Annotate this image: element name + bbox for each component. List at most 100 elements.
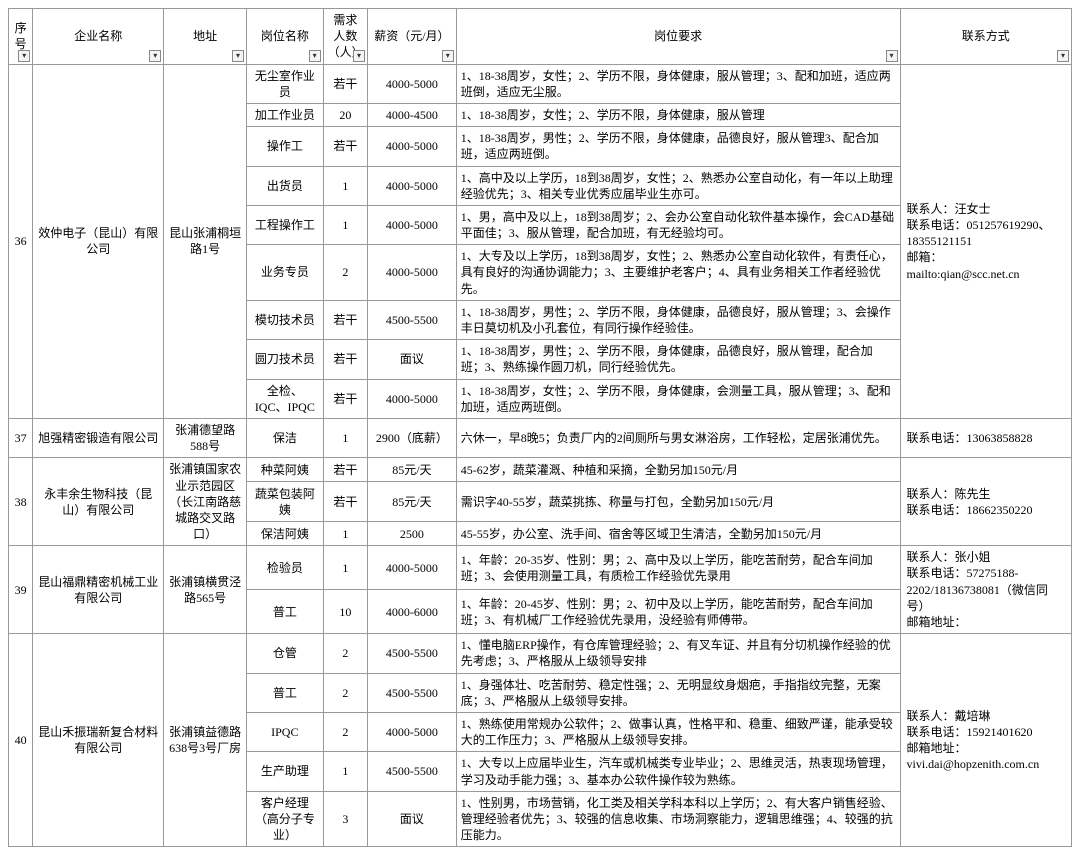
address-cell: 张浦镇国家农业示范园区（长江南路慈城路交叉路口） xyxy=(164,458,247,546)
count-cell: 1 xyxy=(323,522,367,546)
seq-cell: 40 xyxy=(9,634,33,847)
seq-cell: 36 xyxy=(9,64,33,418)
position-cell: IPQC xyxy=(247,712,324,751)
position-cell: 出货员 xyxy=(247,166,324,205)
salary-cell: 4000-5000 xyxy=(368,712,457,751)
company-cell: 昆山禾振瑞新复合材料有限公司 xyxy=(33,634,164,847)
table-row: 38永丰余生物科技（昆山）有限公司张浦镇国家农业示范园区（长江南路慈城路交叉路口… xyxy=(9,458,1072,482)
header-seq[interactable]: 序号▾ xyxy=(9,9,33,65)
company-cell: 昆山福鼎精密机械工业有限公司 xyxy=(33,546,164,634)
address-cell: 张浦德望路588号 xyxy=(164,418,247,457)
salary-cell: 4000-6000 xyxy=(368,590,457,634)
position-cell: 无尘室作业员 xyxy=(247,64,324,103)
salary-cell: 2900（底薪） xyxy=(368,418,457,457)
count-cell: 1 xyxy=(323,752,367,791)
position-cell: 检验员 xyxy=(247,546,324,590)
salary-cell: 4000-5000 xyxy=(368,379,457,418)
requirement-cell: 1、身强体壮、吃苦耐劳、稳定性强；2、无明显纹身烟疤，手指指纹完整，无案底；3、… xyxy=(456,673,900,712)
position-cell: 操作工 xyxy=(247,127,324,166)
requirement-cell: 1、18-38周岁，男性；2、学历不限，身体健康，品德良好，服从管理3、配合加班… xyxy=(456,127,900,166)
salary-cell: 4000-5000 xyxy=(368,245,457,301)
count-cell: 若干 xyxy=(323,300,367,339)
requirement-cell: 1、年龄：20-45岁、性别：男；2、初中及以上学历，能吃苦耐劳，配合车间加班；… xyxy=(456,590,900,634)
position-cell: 种菜阿姨 xyxy=(247,458,324,482)
position-cell: 普工 xyxy=(247,590,324,634)
position-cell: 圆刀技术员 xyxy=(247,340,324,379)
position-cell: 仓管 xyxy=(247,634,324,673)
filter-dropdown-icon[interactable]: ▾ xyxy=(309,50,321,62)
salary-cell: 4000-4500 xyxy=(368,103,457,126)
requirement-cell: 1、18-38周岁，女性；2、学历不限，身体健康，服从管理；3、配和加班，适应两… xyxy=(456,64,900,103)
seq-cell: 39 xyxy=(9,546,33,634)
filter-dropdown-icon[interactable]: ▾ xyxy=(1057,50,1069,62)
count-cell: 2 xyxy=(323,634,367,673)
filter-dropdown-icon[interactable]: ▾ xyxy=(149,50,161,62)
header-position[interactable]: 岗位名称▾ xyxy=(247,9,324,65)
filter-dropdown-icon[interactable]: ▾ xyxy=(18,50,30,62)
header-contact[interactable]: 联系方式▾ xyxy=(900,9,1071,65)
salary-cell: 4000-5000 xyxy=(368,127,457,166)
requirement-cell: 六休一，早8晚5；负责厂内的2间厕所与男女淋浴房，工作轻松，定居张浦优先。 xyxy=(456,418,900,457)
count-cell: 1 xyxy=(323,205,367,244)
address-cell: 张浦镇横贯泾路565号 xyxy=(164,546,247,634)
position-cell: 全检、IQC、IPQC xyxy=(247,379,324,418)
seq-cell: 37 xyxy=(9,418,33,457)
contact-cell: 联系人：陈先生 联系电话：18662350220 xyxy=(900,458,1071,546)
position-cell: 蔬菜包装阿姨 xyxy=(247,482,324,522)
header-company[interactable]: 企业名称▾ xyxy=(33,9,164,65)
requirement-cell: 1、男，高中及以上，18到38周岁；2、会办公室自动化软件基本操作，会CAD基础… xyxy=(456,205,900,244)
salary-cell: 4500-5500 xyxy=(368,634,457,673)
table-row: 39昆山福鼎精密机械工业有限公司张浦镇横贯泾路565号检验员14000-5000… xyxy=(9,546,1072,590)
table-row: 37旭强精密锻造有限公司张浦德望路588号保洁12900（底薪）六休一，早8晚5… xyxy=(9,418,1072,457)
salary-cell: 4000-5000 xyxy=(368,64,457,103)
header-row: 序号▾ 企业名称▾ 地址▾ 岗位名称▾ 需求人数（人）▾ 薪资（元/月）▾ 岗位… xyxy=(9,9,1072,65)
requirement-cell: 1、性别男，市场营销，化工类及相关学科本科以上学历；2、有大客户销售经验、管理经… xyxy=(456,791,900,847)
requirement-cell: 1、大专及以上学历，18到38周岁，女性；2、熟悉办公室自动化软件，有责任心，具… xyxy=(456,245,900,301)
header-address[interactable]: 地址▾ xyxy=(164,9,247,65)
count-cell: 若干 xyxy=(323,340,367,379)
contact-cell: 联系人：汪女士 联系电话：051257619290、18355121151 邮箱… xyxy=(900,64,1071,418)
requirement-cell: 1、18-38周岁，女性；2、学历不限，身体健康，服从管理 xyxy=(456,103,900,126)
count-cell: 1 xyxy=(323,166,367,205)
job-table: 序号▾ 企业名称▾ 地址▾ 岗位名称▾ 需求人数（人）▾ 薪资（元/月）▾ 岗位… xyxy=(8,8,1072,847)
salary-cell: 2500 xyxy=(368,522,457,546)
count-cell: 10 xyxy=(323,590,367,634)
header-count[interactable]: 需求人数（人）▾ xyxy=(323,9,367,65)
count-cell: 若干 xyxy=(323,127,367,166)
contact-cell: 联系人：张小姐 联系电话：57275188-2202/18136738081（微… xyxy=(900,546,1071,634)
salary-cell: 4000-5000 xyxy=(368,166,457,205)
position-cell: 加工作业员 xyxy=(247,103,324,126)
position-cell: 模切技术员 xyxy=(247,300,324,339)
salary-cell: 85元/天 xyxy=(368,458,457,482)
count-cell: 20 xyxy=(323,103,367,126)
requirement-cell: 1、高中及以上学历，18到38周岁，女性；2、熟悉办公室自动化，有一年以上助理经… xyxy=(456,166,900,205)
requirement-cell: 1、熟练使用常规办公软件；2、做事认真，性格平和、稳重、细致严谨，能承受较大的工… xyxy=(456,712,900,751)
count-cell: 2 xyxy=(323,245,367,301)
count-cell: 若干 xyxy=(323,379,367,418)
requirement-cell: 1、大专以上应届毕业生，汽车或机械类专业毕业；2、思维灵活，热衷现场管理，学习及… xyxy=(456,752,900,791)
filter-dropdown-icon[interactable]: ▾ xyxy=(232,50,244,62)
count-cell: 若干 xyxy=(323,482,367,522)
position-cell: 保洁 xyxy=(247,418,324,457)
filter-dropdown-icon[interactable]: ▾ xyxy=(886,50,898,62)
contact-cell: 联系人：戴培琳 联系电话：15921401620 邮箱地址： vivi.dai@… xyxy=(900,634,1071,847)
address-cell: 张浦镇益德路638号3号厂房 xyxy=(164,634,247,847)
requirement-cell: 1、18-38周岁，男性；2、学历不限，身体健康，品德良好，服从管理，配合加班；… xyxy=(456,340,900,379)
filter-dropdown-icon[interactable]: ▾ xyxy=(442,50,454,62)
header-requirement[interactable]: 岗位要求▾ xyxy=(456,9,900,65)
company-cell: 效仲电子（昆山）有限公司 xyxy=(33,64,164,418)
salary-cell: 4500-5500 xyxy=(368,752,457,791)
salary-cell: 4000-5000 xyxy=(368,546,457,590)
salary-cell: 85元/天 xyxy=(368,482,457,522)
requirement-cell: 1、年龄：20-35岁、性别：男；2、高中及以上学历，能吃苦耐劳，配合车间加班；… xyxy=(456,546,900,590)
position-cell: 普工 xyxy=(247,673,324,712)
filter-dropdown-icon[interactable]: ▾ xyxy=(353,50,365,62)
position-cell: 业务专员 xyxy=(247,245,324,301)
salary-cell: 面议 xyxy=(368,791,457,847)
seq-cell: 38 xyxy=(9,458,33,546)
salary-cell: 面议 xyxy=(368,340,457,379)
requirement-cell: 1、懂电脑ERP操作，有仓库管理经验；2、有叉车证、并且有分切机操作经验的优先考… xyxy=(456,634,900,673)
header-salary[interactable]: 薪资（元/月）▾ xyxy=(368,9,457,65)
count-cell: 3 xyxy=(323,791,367,847)
count-cell: 若干 xyxy=(323,458,367,482)
